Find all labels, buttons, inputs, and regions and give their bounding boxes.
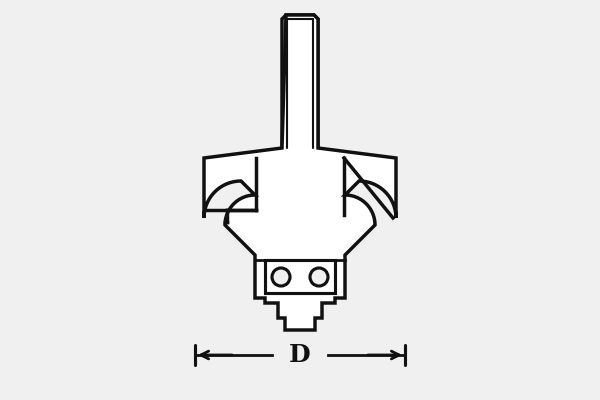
Polygon shape bbox=[265, 260, 335, 293]
Text: D: D bbox=[289, 343, 311, 367]
Polygon shape bbox=[204, 15, 396, 330]
Circle shape bbox=[272, 268, 290, 286]
Circle shape bbox=[310, 268, 328, 286]
Polygon shape bbox=[282, 15, 318, 148]
